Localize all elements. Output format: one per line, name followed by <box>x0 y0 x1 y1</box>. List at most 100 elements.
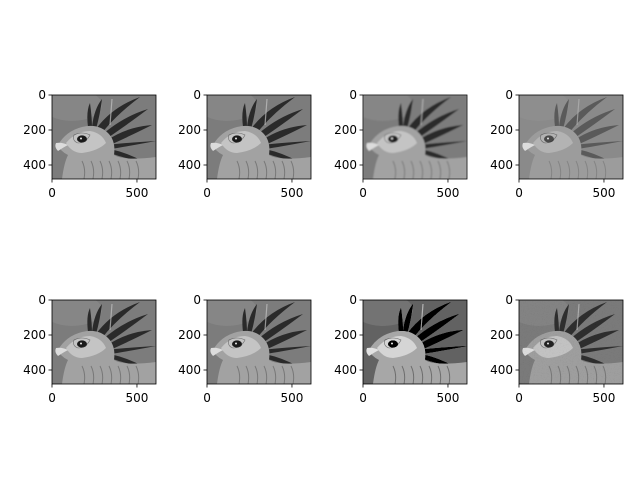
crest-feather <box>421 354 453 366</box>
crest-feather <box>573 125 619 145</box>
eye <box>388 340 398 348</box>
crest-feather <box>403 99 413 129</box>
crest-feather <box>563 97 607 133</box>
crest-feather <box>413 109 459 139</box>
y-tick-label: 0 <box>505 293 513 307</box>
x-tick-label: 0 <box>359 391 367 405</box>
eye <box>232 340 242 348</box>
x-tick-label: 0 <box>48 186 56 200</box>
crest-feather <box>102 109 148 139</box>
x-tick-label: 500 <box>437 186 460 200</box>
crest-feather <box>559 99 569 129</box>
x-tick-label: 500 <box>281 186 304 200</box>
crest-feather <box>577 354 609 366</box>
beak <box>210 347 223 356</box>
y-tick-label: 400 <box>334 363 357 377</box>
y-tick-label: 0 <box>505 88 513 102</box>
crest-feather <box>417 330 463 350</box>
crest-feather <box>573 330 619 350</box>
crest-feather <box>106 330 152 350</box>
crest-feather <box>87 103 92 129</box>
y-tick-label: 400 <box>178 363 201 377</box>
crest-feather <box>575 346 623 354</box>
x-tick-label: 500 <box>593 186 616 200</box>
crest-feather <box>413 314 459 344</box>
y-tick-label: 400 <box>23 363 46 377</box>
beak <box>522 347 535 356</box>
eye <box>77 135 87 143</box>
crest-feather <box>559 304 569 334</box>
eye <box>544 340 554 348</box>
beak <box>366 142 379 151</box>
crest-feather <box>419 346 467 354</box>
y-tick-label: 0 <box>193 88 201 102</box>
x-tick-label: 0 <box>203 186 211 200</box>
crest-feather <box>242 103 247 129</box>
eye <box>77 340 87 348</box>
y-tick-label: 200 <box>334 123 357 137</box>
y-tick-label: 400 <box>490 158 513 172</box>
bird-image <box>519 95 623 179</box>
x-tick-label: 0 <box>203 391 211 405</box>
crest-feather <box>407 97 451 133</box>
crest-feather <box>92 99 102 129</box>
crest-feather <box>242 308 247 334</box>
crest-feather <box>421 149 453 161</box>
bird-image <box>52 300 156 384</box>
axes-frame <box>362 299 468 385</box>
y-tick-label: 0 <box>349 293 357 307</box>
eye <box>544 135 554 143</box>
crest-feather <box>96 302 140 338</box>
x-tick-label: 500 <box>126 391 149 405</box>
crest-feather <box>419 141 467 149</box>
x-tick-label: 500 <box>281 391 304 405</box>
x-tick-label: 0 <box>515 186 523 200</box>
eye <box>388 135 398 143</box>
axes-frame <box>518 94 624 180</box>
crest-feather <box>398 308 403 334</box>
crest-feather <box>257 109 303 139</box>
crest-feather <box>569 109 615 139</box>
crest-feather <box>108 141 156 149</box>
bird-image <box>52 95 156 179</box>
crest-feather <box>403 304 413 334</box>
y-tick-label: 200 <box>178 123 201 137</box>
y-tick-label: 200 <box>23 328 46 342</box>
crest-feather <box>263 346 311 354</box>
crest-feather <box>110 149 142 161</box>
x-tick-label: 500 <box>437 391 460 405</box>
crest-feather <box>577 149 609 161</box>
y-tick-label: 0 <box>38 88 46 102</box>
crest-feather <box>554 308 559 334</box>
y-tick-label: 0 <box>193 293 201 307</box>
crest-feather <box>261 125 307 145</box>
axes-frame <box>51 94 157 180</box>
axes-frame <box>362 94 468 180</box>
y-tick-label: 200 <box>490 328 513 342</box>
crest-feather <box>261 330 307 350</box>
crest-feather <box>251 302 295 338</box>
beak <box>55 347 68 356</box>
crest-feather <box>563 302 607 338</box>
y-tick-label: 400 <box>23 158 46 172</box>
x-tick-label: 0 <box>48 391 56 405</box>
crest-feather <box>110 354 142 366</box>
beak <box>55 142 68 151</box>
y-tick-label: 200 <box>490 123 513 137</box>
y-tick-label: 200 <box>23 123 46 137</box>
axes-frame <box>206 299 312 385</box>
y-tick-label: 0 <box>349 88 357 102</box>
bird-image <box>207 300 311 384</box>
crest-feather <box>96 97 140 133</box>
crest-feather <box>575 141 623 149</box>
y-tick-label: 400 <box>178 158 201 172</box>
beak <box>210 142 223 151</box>
bird-image <box>207 95 311 179</box>
bird-image <box>519 300 623 384</box>
crest-feather <box>263 141 311 149</box>
